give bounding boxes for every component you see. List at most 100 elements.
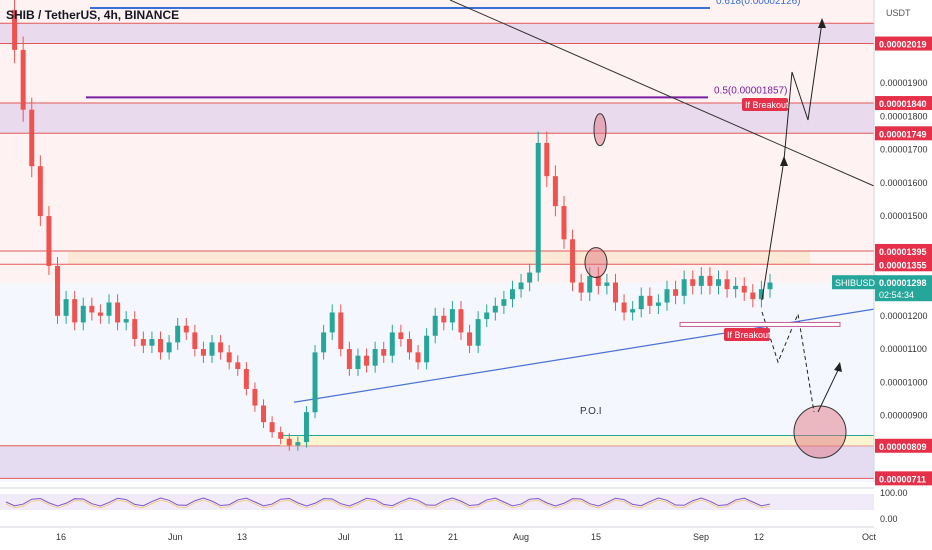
candle [707,275,713,286]
annotation-box [742,98,788,111]
candle [80,305,86,323]
candle [698,275,704,286]
price-label-box [875,438,932,453]
candle [415,352,421,363]
candle [183,325,189,333]
candle [295,442,301,446]
candle [269,422,275,433]
candle [612,282,618,303]
y-tick: 0.00001800 [880,111,928,121]
price-label-box [875,243,932,258]
candle [690,279,696,286]
rsi-ma-line [5,499,771,509]
candle [278,432,284,439]
bg-upper-tint [0,0,874,284]
candle [664,289,670,303]
candle [484,312,490,320]
candle [518,282,524,290]
arrow-head [818,18,826,28]
candle [243,368,249,389]
x-tick: Sep [693,532,709,542]
candle [252,388,258,406]
x-tick: 13 [237,532,247,542]
candle [544,142,550,177]
candle [97,312,103,316]
candle [527,272,533,283]
candle [570,239,576,283]
candle [767,282,773,290]
candle [750,292,756,300]
candle [29,109,35,167]
candle [329,312,335,333]
candle [432,315,438,336]
candle [158,339,164,353]
candle [441,315,447,323]
highlight-ellipse [584,247,608,279]
current-price-box [875,275,932,302]
descending-trendline [449,0,875,187]
candle [655,302,661,306]
arrow-head [780,156,788,166]
candle [733,285,739,290]
candle [381,349,387,356]
y-tick: 0.00001900 [880,78,928,88]
chart-title: SHIB / TetherUS, 4h, BINANCE [6,8,180,22]
rebound-path [817,365,841,413]
candle [175,325,181,343]
annotation-label: If Breakout [745,100,789,110]
ticker-label: SHIBUSDT [835,278,881,288]
zone-box [0,103,874,134]
zone-box [0,445,874,479]
candle [621,302,627,313]
candle [321,332,327,353]
x-tick: Jul [338,532,350,542]
candle [647,295,653,306]
candle [106,302,112,316]
candle [12,9,18,50]
candle [123,319,129,323]
x-tick: Oct [862,532,877,542]
candle [724,279,730,290]
candle [458,309,464,333]
price-label-box [875,257,932,272]
candle [46,216,52,266]
candle [715,279,721,286]
x-tick: Jun [168,532,183,542]
rsi-line [5,497,771,507]
countdown-label: 02:54:34 [879,290,914,300]
annotation-box [724,328,770,341]
candle [406,339,412,353]
candle [475,319,481,346]
x-tick: 21 [448,532,458,542]
price-label: 0.00001840 [879,99,927,109]
candle [372,349,378,366]
candle [595,275,601,286]
x-tick: 15 [591,532,601,542]
candle [226,352,232,363]
y-tick: 0.00001700 [880,145,928,155]
x-tick: 16 [56,532,66,542]
candle [364,355,370,366]
candle [140,339,146,346]
candle [20,49,26,110]
candle [72,299,78,323]
current-price-label: 0.00001298 [879,278,927,288]
candle [63,299,69,316]
y-tick: 0.00001100 [880,344,927,354]
price-label: 0.00000809 [879,442,927,452]
y-tick: 0.00000900 [880,411,928,421]
poi-label: P.O.I [580,406,602,417]
candle [89,305,95,313]
candle [681,279,687,296]
candle [398,332,404,340]
price-label: 0.00001395 [879,247,927,257]
candle [338,312,344,350]
rsi-tick: 0.00 [880,514,898,524]
rsi-tick: 100.00 [880,488,908,498]
candle [673,289,679,296]
candles [12,0,773,451]
candle [389,332,395,356]
price-axis-unit: USDT [886,8,911,18]
candle [355,355,361,369]
